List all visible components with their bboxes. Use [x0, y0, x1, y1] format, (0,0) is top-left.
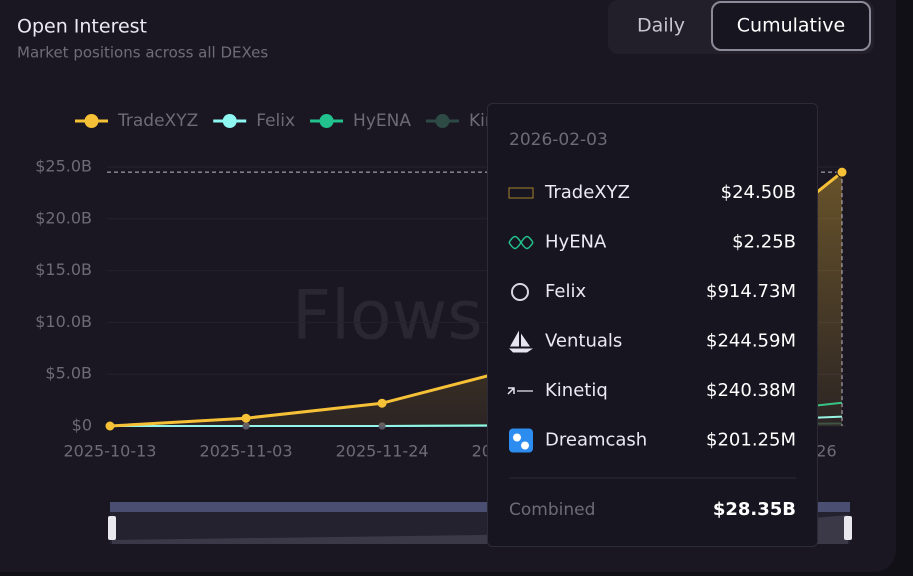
- tooltip-value: $201.25M: [706, 430, 796, 451]
- tabs: Daily Cumulative: [637, 1, 871, 51]
- icon: [517, 390, 533, 392]
- tooltip-value: $2.25B: [732, 232, 796, 253]
- watermark: Flows: [292, 277, 483, 356]
- tooltip-value: $24.50B: [721, 182, 796, 203]
- legend-label: HyENA: [353, 111, 411, 131]
- tooltip-total-label: Combined: [509, 500, 595, 520]
- legend-item[interactable]: TradeXYZ: [75, 111, 198, 131]
- icon: [508, 235, 534, 250]
- point: [241, 413, 251, 423]
- icon: [513, 433, 521, 442]
- legend-label: TradeXYZ: [117, 111, 198, 131]
- tooltip-name: Ventuals: [545, 331, 622, 352]
- y-tick-label: $0: [72, 416, 92, 435]
- y-tick-label: $15.0B: [35, 260, 92, 279]
- y-tick-label: $10.0B: [35, 312, 92, 331]
- legend-dot: [84, 114, 99, 128]
- tooltip-value: $244.59M: [706, 331, 796, 352]
- legend-dot: [435, 114, 450, 128]
- tooltip-row: TradeXYZ $24.50B: [508, 182, 796, 203]
- tooltip-value: $240.38M: [706, 380, 796, 401]
- icon: [508, 187, 534, 199]
- icon: [509, 428, 533, 453]
- y-tick-label: $20.0B: [35, 208, 92, 227]
- tab-active-bg: [711, 1, 871, 51]
- icon: [511, 283, 529, 301]
- tooltip-name: HyENA: [545, 232, 607, 253]
- tooltip-date: 2026-02-03: [509, 130, 608, 150]
- slider-handle[interactable]: [108, 516, 116, 540]
- legend-dot: [319, 114, 334, 128]
- tooltip-name: Dreamcash: [545, 430, 647, 451]
- legend-dot: [222, 114, 237, 128]
- icon: [507, 387, 515, 395]
- tooltip-row: Kinetiq $240.38M: [507, 380, 796, 401]
- tooltip-name: Kinetiq: [545, 380, 608, 401]
- tab[interactable]: Daily: [637, 15, 685, 37]
- tooltip-row: HyENA $2.25B: [508, 232, 796, 253]
- tooltip-row: Felix $914.73M: [511, 281, 796, 302]
- tooltip: 2026-02-03 TradeXYZ $24.50B HyENA $2.25B Feli…: [487, 103, 818, 547]
- slider-bar: [110, 502, 850, 512]
- y-tick-label: $5.0B: [45, 364, 92, 383]
- y-tick-label: $25.0B: [35, 157, 92, 176]
- tooltip-row: Dreamcash $201.25M: [509, 428, 796, 453]
- tab[interactable]: Cumulative: [737, 15, 845, 37]
- x-tick-label: 2025-10-13: [64, 442, 157, 461]
- title: Open Interest: [17, 16, 147, 38]
- tooltip-row: Ventuals $244.59M: [509, 330, 796, 353]
- x-tick-label: 2025-11-24: [336, 442, 429, 461]
- tooltip-name: Felix: [545, 281, 586, 302]
- icon: [509, 330, 533, 353]
- legend-item[interactable]: HyENA: [310, 111, 411, 131]
- tooltip-value: $914.73M: [706, 281, 796, 302]
- slider-handle[interactable]: [844, 516, 852, 540]
- icon: [521, 441, 529, 450]
- tooltip-box: [487, 103, 818, 547]
- tooltip-total: $28.35B: [713, 499, 796, 520]
- legend-item[interactable]: Felix: [213, 111, 295, 131]
- legend-label: Felix: [256, 111, 295, 131]
- tooltip-name: TradeXYZ: [544, 182, 630, 203]
- x-tick-label: 2025-11-03: [200, 442, 293, 461]
- point: [377, 398, 387, 408]
- point-hover: [836, 166, 848, 178]
- point: [105, 421, 115, 431]
- subtitle: Market positions across all DEXes: [17, 44, 268, 62]
